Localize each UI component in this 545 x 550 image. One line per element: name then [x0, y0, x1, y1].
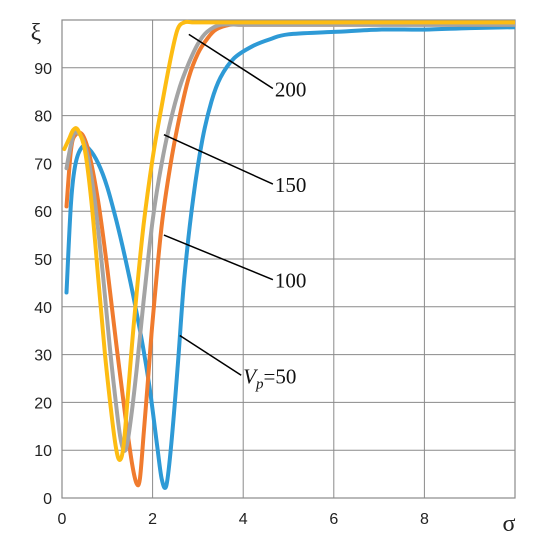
grid: [62, 20, 515, 498]
y-tick-label: 40: [34, 300, 52, 317]
x-tick-label: 8: [420, 511, 429, 528]
annotation-leader-3: [179, 334, 242, 376]
y-tick-label: 50: [34, 252, 52, 269]
x-tick-label: 2: [148, 511, 157, 528]
series-line-0: [64, 25, 515, 490]
x-tick-label: 4: [239, 511, 248, 528]
y-tick-label: 20: [34, 395, 52, 412]
x-tick-label: 0: [58, 511, 67, 528]
y-tick-label: 70: [34, 156, 52, 173]
series-line-2: [64, 22, 515, 453]
annotation-label-3: Vp=50: [243, 364, 296, 392]
annotation-label-2: 100: [275, 269, 307, 293]
curves: [62, 19, 515, 490]
annotation-leader-2: [163, 234, 274, 281]
y-tick-label: 30: [34, 348, 52, 365]
y-tick-label: 90: [34, 61, 52, 78]
y-tick-label: 80: [34, 109, 52, 126]
series-line-3: [62, 19, 515, 462]
annotation-label-1: 150: [275, 173, 307, 197]
annotation-label-0: 200: [275, 77, 307, 101]
x-axis-label: σ: [503, 511, 516, 537]
annotations: 200 150 100 Vp=50: [163, 33, 307, 392]
y-tick-label: 0: [43, 491, 52, 508]
x-tick-label: 6: [329, 511, 338, 528]
plot-frame: [61, 19, 516, 499]
y-tick-label: 60: [34, 204, 52, 221]
annotation-leader-1: [163, 134, 274, 185]
y-tick-label: 10: [34, 443, 52, 460]
y-axis-label: ξ: [31, 20, 42, 46]
annotation-leader-0: [188, 33, 274, 90]
